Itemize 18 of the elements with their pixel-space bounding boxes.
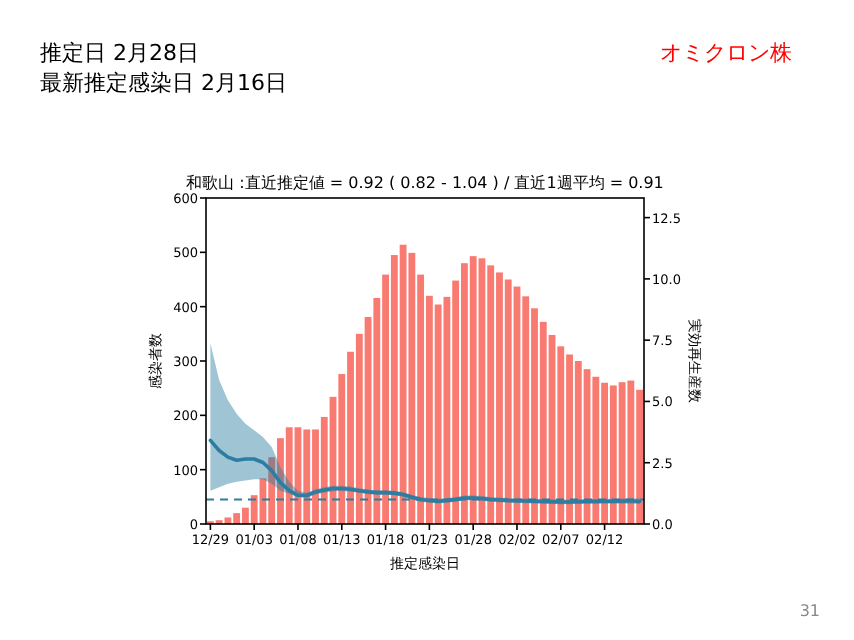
bar (469, 256, 477, 524)
bar (434, 304, 442, 524)
bar (618, 382, 626, 524)
text: 推定日 2月28日 (40, 40, 199, 66)
bar (487, 265, 495, 524)
bar (592, 376, 600, 524)
bar (224, 517, 232, 524)
text: オミクロン株 (660, 40, 792, 66)
bar (504, 279, 512, 524)
bar (408, 252, 416, 524)
bar (399, 244, 407, 524)
bar (627, 380, 635, 524)
text: 31 (799, 602, 820, 620)
text: 最新推定感染日 2月16日 (40, 70, 287, 96)
bar (285, 427, 293, 524)
bar (303, 429, 311, 524)
chart-title: 和歌山 :直近推定値 = 0.92 ( 0.82 - 1.04 ) / 直近1週平均 = 0.91 (186, 174, 664, 192)
bar (574, 361, 582, 524)
